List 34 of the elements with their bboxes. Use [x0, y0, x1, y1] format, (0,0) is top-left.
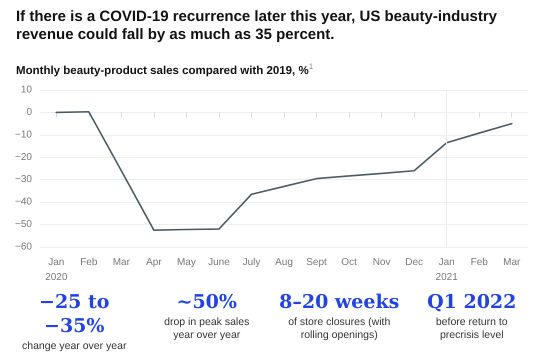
- x-tick-label: Dec: [405, 257, 424, 268]
- y-tick-label: 0: [26, 106, 32, 118]
- text: 8–20 weeks: [278, 290, 400, 314]
- y-tick-label: −50: [15, 219, 32, 230]
- x-tick-label: May: [176, 257, 196, 268]
- x-tick-label: Aug: [275, 257, 293, 268]
- text: of store closures (with rolling openings): [287, 316, 392, 342]
- x-tick-label: Sept: [306, 257, 328, 268]
- y-tick-label: −60: [15, 242, 32, 252]
- text: change year over year: [22, 340, 127, 353]
- x-tick-label: Nov: [372, 257, 390, 268]
- y-tick-label: −10: [15, 129, 32, 140]
- x-tick-label: Mar: [112, 257, 131, 268]
- chart-title: If there is a COVID-19 recurrence later this year, US beauty-industry revenue could fall by as much as 35 percent.: [16, 8, 498, 44]
- text: −25 to −35%: [38, 290, 110, 338]
- text: before return to precrisis level: [434, 316, 509, 342]
- text: ~50%: [176, 290, 238, 314]
- chart-subtitle: Monthly beauty-product sales compared with 2019, %$^{1}$: [16, 62, 314, 77]
- line-series: [55, 110, 513, 231]
- y-tick-label: −30: [15, 174, 32, 186]
- x-tick-label: Jan 2020: [45, 257, 68, 283]
- x-tick-label: Jan 2021: [436, 257, 458, 283]
- x-tick-label: Feb: [470, 257, 488, 268]
- x-tick-label: Apr: [146, 257, 162, 268]
- y-tick-label: 10: [20, 84, 32, 96]
- x-tick-label: Oct: [341, 257, 358, 268]
- x-tick-label: Feb: [80, 257, 98, 268]
- x-tick-label: July: [242, 257, 260, 268]
- y-tick-label: −20: [15, 152, 32, 163]
- text: Q1 2022: [426, 290, 518, 314]
- x-tick-label: Mar: [503, 257, 522, 268]
- x-tick-label: June: [208, 257, 230, 268]
- y-tick-label: −40: [15, 196, 32, 208]
- text: drop in peak sales year over year: [163, 316, 250, 342]
